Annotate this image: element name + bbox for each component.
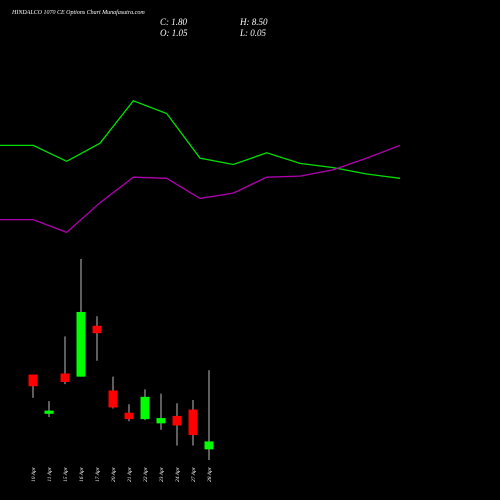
x-tick-label: 16 Apr [79, 466, 85, 482]
stat-open: O: 1.05 [160, 28, 188, 38]
stat-low: L: 0.05 [239, 28, 267, 38]
candle-body [140, 396, 150, 420]
average-line [0, 100, 401, 179]
x-tick-label: 22 Apr [143, 466, 149, 482]
candle-body [156, 418, 166, 424]
x-tick-label: 21 Apr [127, 466, 133, 482]
average-line [0, 144, 401, 234]
candle-body [92, 325, 102, 334]
candle-body [172, 415, 182, 426]
candle-body [124, 412, 134, 420]
x-tick-label: 11 Apr [47, 466, 53, 481]
x-tick-label: 28 Apr [207, 466, 213, 482]
stat-close: C: 1.80 [160, 17, 188, 27]
x-tick-label: 24 Apr [174, 466, 181, 482]
stat-high: H: 8.50 [239, 17, 268, 27]
candle-body [108, 390, 118, 408]
x-tick-label: 27 Apr [191, 466, 197, 482]
x-tick-label: 10 Apr [31, 466, 37, 482]
candle-body [28, 374, 38, 387]
x-tick-label: 15 Apr [63, 466, 69, 482]
candle-body [60, 373, 70, 382]
candle-body [204, 441, 214, 450]
x-tick-label: 17 Apr [95, 466, 101, 482]
candle-body [188, 409, 198, 436]
candle-body [76, 311, 86, 377]
chart-title: HINDALCO 1070 CE Options Chart Munafasut… [11, 9, 145, 16]
x-tick-label: 23 Apr [159, 466, 165, 482]
candle-body [44, 410, 54, 414]
x-tick-label: 20 Apr [111, 466, 117, 482]
